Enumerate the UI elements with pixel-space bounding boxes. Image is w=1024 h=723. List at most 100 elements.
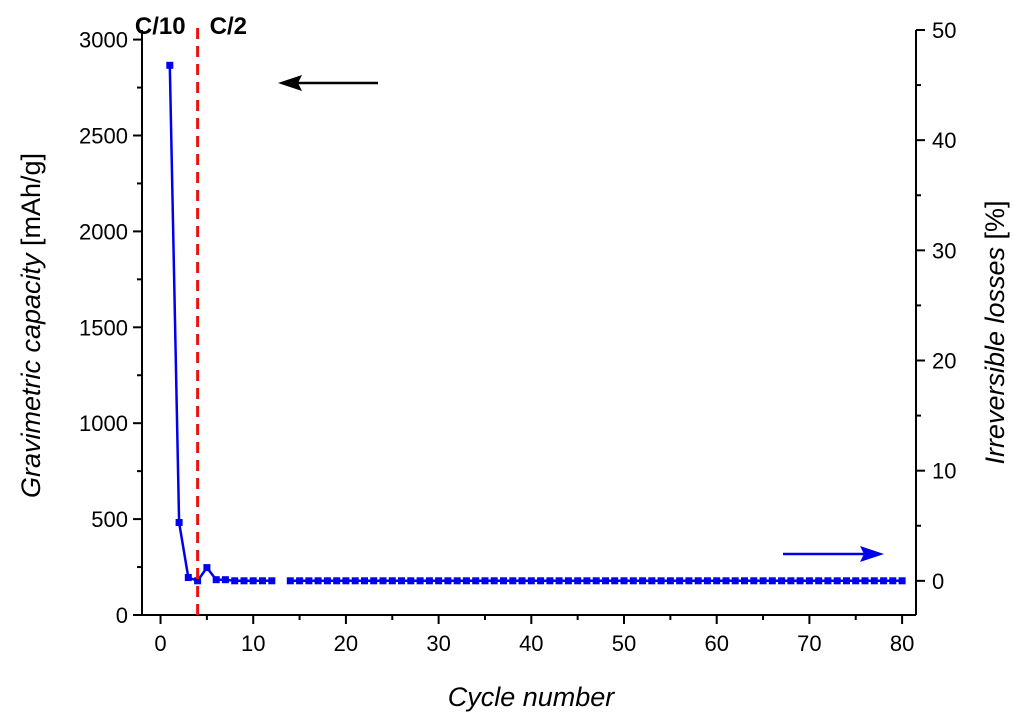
data-point xyxy=(805,577,813,585)
y-left-tick-label: 0 xyxy=(116,603,128,628)
data-point xyxy=(639,577,647,585)
y-right-axis-title-unit: [%] xyxy=(980,200,1010,247)
y-left-tick-label: 3000 xyxy=(79,28,128,53)
data-point xyxy=(583,577,591,585)
y-right-tick-label: 20 xyxy=(932,349,956,374)
y-right-tick-label: 50 xyxy=(932,18,956,43)
data-point xyxy=(843,577,850,585)
data-point xyxy=(870,577,878,585)
data-point xyxy=(203,564,211,572)
data-point xyxy=(657,577,665,585)
data-point xyxy=(361,577,368,585)
rate-label-c2: C/2 xyxy=(210,13,247,40)
rate-label-c10: C/10 xyxy=(135,13,186,40)
data-point xyxy=(703,577,711,585)
series-line-irreversible-losses xyxy=(168,65,903,583)
data-point xyxy=(768,577,776,585)
data-point xyxy=(194,577,202,585)
data-point xyxy=(537,577,545,585)
data-point xyxy=(518,577,526,585)
data-point xyxy=(379,577,387,585)
data-point xyxy=(184,574,192,581)
data-point xyxy=(750,577,758,585)
data-point xyxy=(833,577,841,585)
data-point xyxy=(166,61,174,69)
data-point xyxy=(500,577,507,585)
data-point xyxy=(462,577,470,585)
x-tick-label: 80 xyxy=(890,631,914,656)
data-point xyxy=(416,577,424,585)
data-point xyxy=(259,577,266,585)
data-point xyxy=(175,519,183,526)
data-point xyxy=(731,577,739,585)
data-point xyxy=(759,577,767,585)
data-point xyxy=(398,577,405,585)
data-point xyxy=(249,577,257,585)
y-left-axis-title-unit: [mAh/g] xyxy=(16,153,46,254)
data-point xyxy=(546,577,554,585)
y-right-tick-label: 10 xyxy=(932,459,956,484)
data-point xyxy=(481,577,489,585)
data-point xyxy=(852,577,860,585)
data-point xyxy=(435,577,443,585)
data-point xyxy=(861,577,869,585)
data-point xyxy=(472,577,480,585)
x-tick-label: 30 xyxy=(426,631,450,656)
y-left-tick-label: 1500 xyxy=(79,315,128,340)
data-point xyxy=(889,577,897,585)
y-right-tick-label: 40 xyxy=(932,128,956,153)
data-point xyxy=(824,577,832,585)
data-point xyxy=(268,577,276,585)
data-point xyxy=(815,577,823,585)
data-point xyxy=(509,577,517,585)
data-point xyxy=(490,577,498,585)
data-point xyxy=(342,577,350,585)
data-point xyxy=(444,577,452,585)
data-point xyxy=(787,577,795,585)
y-left-tick-label: 2500 xyxy=(79,123,128,148)
data-point xyxy=(592,577,600,585)
data-point xyxy=(527,577,535,585)
y-left-tick-label: 500 xyxy=(91,507,128,532)
y-right-tick-label: 30 xyxy=(932,238,956,263)
data-point xyxy=(694,577,702,585)
y-left-axis-title-main: Gravimetric capacity xyxy=(16,252,46,498)
arrow-left-head-icon xyxy=(278,75,302,91)
data-point xyxy=(351,577,359,585)
data-point xyxy=(713,577,721,585)
x-tick-label: 20 xyxy=(334,631,358,656)
data-point xyxy=(611,577,619,585)
data-point xyxy=(564,577,572,585)
y-right-axis-title-main: Irreversible losses xyxy=(980,247,1010,465)
x-tick-label: 70 xyxy=(797,631,821,656)
data-point xyxy=(722,577,730,585)
y-left-tick-label: 1000 xyxy=(79,411,128,436)
x-tick-label: 10 xyxy=(241,631,265,656)
data-point xyxy=(574,577,582,585)
data-point xyxy=(370,577,378,585)
data-point xyxy=(286,577,294,585)
x-tick-label: 0 xyxy=(154,631,166,656)
y-left-axis-title: Gravimetric capacity [mAh/g] xyxy=(16,153,46,498)
data-point xyxy=(305,577,313,585)
data-point xyxy=(453,577,461,585)
data-point xyxy=(741,577,748,585)
data-point xyxy=(676,577,684,585)
data-point xyxy=(314,577,322,585)
data-point xyxy=(212,576,220,584)
data-point xyxy=(388,577,396,585)
data-point xyxy=(778,577,786,585)
data-point xyxy=(555,577,563,585)
data-point xyxy=(602,577,609,585)
data-point xyxy=(240,577,248,585)
y-left-tick-label: 2000 xyxy=(79,219,128,244)
data-point xyxy=(407,577,415,585)
data-point xyxy=(880,577,888,585)
data-point xyxy=(685,577,693,585)
x-tick-label: 40 xyxy=(519,631,543,656)
x-tick-label: 60 xyxy=(704,631,728,656)
x-axis-title: Cycle number xyxy=(448,682,616,712)
data-point xyxy=(898,577,906,585)
data-point xyxy=(629,577,637,585)
